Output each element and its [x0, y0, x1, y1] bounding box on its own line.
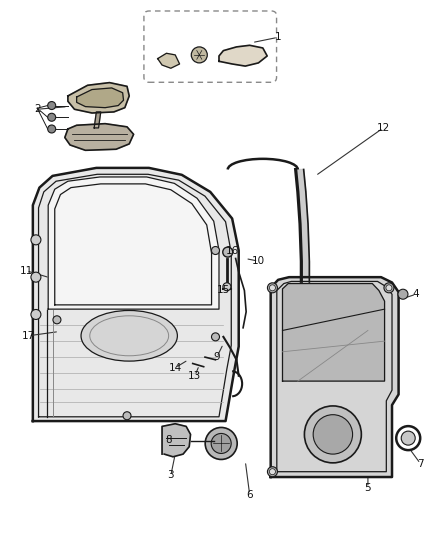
Text: 15: 15 — [217, 286, 230, 295]
Circle shape — [401, 431, 415, 445]
Text: 8: 8 — [165, 435, 172, 445]
Text: 11: 11 — [20, 266, 33, 276]
Circle shape — [191, 47, 207, 63]
Polygon shape — [219, 45, 267, 66]
Polygon shape — [94, 112, 101, 128]
Polygon shape — [48, 177, 219, 309]
Polygon shape — [158, 53, 180, 68]
Circle shape — [223, 247, 233, 257]
Circle shape — [223, 282, 231, 291]
Circle shape — [398, 289, 408, 299]
Circle shape — [211, 433, 231, 454]
Polygon shape — [65, 124, 134, 150]
Polygon shape — [296, 169, 306, 192]
Polygon shape — [283, 284, 385, 381]
Circle shape — [205, 427, 237, 459]
Circle shape — [31, 310, 41, 319]
Circle shape — [384, 283, 394, 293]
Text: 13: 13 — [188, 371, 201, 381]
Polygon shape — [300, 298, 309, 330]
Circle shape — [212, 246, 219, 255]
Circle shape — [48, 101, 56, 110]
Polygon shape — [271, 277, 399, 477]
Text: 16: 16 — [226, 246, 239, 255]
Text: 10: 10 — [252, 256, 265, 266]
Polygon shape — [77, 88, 124, 108]
Text: 6: 6 — [246, 490, 253, 499]
Polygon shape — [300, 224, 309, 261]
Circle shape — [268, 467, 277, 477]
Text: 3: 3 — [167, 471, 174, 480]
Text: 1: 1 — [275, 33, 282, 42]
Circle shape — [48, 113, 56, 122]
Circle shape — [53, 316, 61, 324]
Circle shape — [31, 235, 41, 245]
Text: 12: 12 — [377, 123, 390, 133]
Ellipse shape — [81, 310, 177, 361]
Polygon shape — [298, 192, 308, 224]
Polygon shape — [301, 261, 309, 298]
Polygon shape — [33, 168, 239, 421]
Text: 2: 2 — [34, 104, 41, 114]
Circle shape — [269, 469, 276, 475]
Text: 9: 9 — [213, 352, 220, 362]
Circle shape — [48, 125, 56, 133]
Text: 17: 17 — [22, 331, 35, 341]
Circle shape — [313, 415, 353, 454]
Polygon shape — [162, 424, 191, 457]
Circle shape — [269, 285, 276, 291]
Polygon shape — [68, 83, 129, 113]
Circle shape — [268, 283, 277, 293]
Text: 14: 14 — [169, 363, 182, 373]
Circle shape — [123, 411, 131, 420]
Circle shape — [212, 333, 219, 341]
Circle shape — [304, 406, 361, 463]
Text: 7: 7 — [417, 459, 424, 469]
Text: 5: 5 — [364, 483, 371, 492]
Text: 4: 4 — [413, 289, 420, 299]
Circle shape — [31, 272, 41, 282]
Circle shape — [386, 285, 392, 291]
